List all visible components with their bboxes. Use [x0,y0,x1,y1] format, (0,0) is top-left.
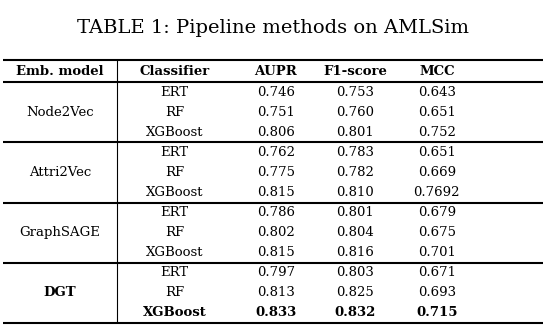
Text: 0.806: 0.806 [257,126,295,139]
Text: 0.802: 0.802 [257,226,295,239]
Text: Emb. model: Emb. model [16,65,104,78]
Text: RF: RF [165,106,185,119]
Text: 0.804: 0.804 [336,226,374,239]
Text: MCC: MCC [419,65,455,78]
Text: ERT: ERT [161,146,189,159]
Text: 0.671: 0.671 [418,266,456,279]
Text: 0.797: 0.797 [257,266,295,279]
Text: 0.669: 0.669 [418,166,456,179]
Text: 0.815: 0.815 [257,246,295,259]
Text: RF: RF [165,226,185,239]
Text: 0.746: 0.746 [257,86,295,99]
Text: Node2Vec: Node2Vec [26,106,94,119]
Text: 0.752: 0.752 [418,126,456,139]
Text: ERT: ERT [161,266,189,279]
Text: 0.651: 0.651 [418,146,456,159]
Text: 0.786: 0.786 [257,206,295,219]
Text: GraphSAGE: GraphSAGE [20,226,100,239]
Text: 0.815: 0.815 [257,186,295,199]
Text: 0.833: 0.833 [255,306,296,319]
Text: 0.801: 0.801 [336,206,374,219]
Text: RF: RF [165,286,185,299]
Text: 0.693: 0.693 [418,286,456,299]
Text: 0.825: 0.825 [336,286,374,299]
Text: 0.675: 0.675 [418,226,456,239]
Text: 0.832: 0.832 [334,306,376,319]
Text: 0.813: 0.813 [257,286,295,299]
Text: 0.760: 0.760 [336,106,374,119]
Text: 0.7692: 0.7692 [413,186,460,199]
Text: 0.643: 0.643 [418,86,456,99]
Text: AUPR: AUPR [254,65,297,78]
Text: XGBoost: XGBoost [146,186,204,199]
Text: XGBoost: XGBoost [146,246,204,259]
Text: F1-score: F1-score [323,65,387,78]
Text: 0.762: 0.762 [257,146,295,159]
Text: Attri2Vec: Attri2Vec [29,166,91,179]
Text: XGBoost: XGBoost [146,126,204,139]
Text: 0.810: 0.810 [336,186,374,199]
Text: 0.783: 0.783 [336,146,374,159]
Text: ERT: ERT [161,86,189,99]
Text: 0.715: 0.715 [416,306,458,319]
Text: 0.751: 0.751 [257,106,295,119]
Text: ERT: ERT [161,206,189,219]
Text: 0.816: 0.816 [336,246,374,259]
Text: TABLE 1: Pipeline methods on AMLSim: TABLE 1: Pipeline methods on AMLSim [77,19,469,37]
Text: 0.782: 0.782 [336,166,374,179]
Text: 0.801: 0.801 [336,126,374,139]
Text: XGBoost: XGBoost [143,306,206,319]
Text: RF: RF [165,166,185,179]
Text: 0.803: 0.803 [336,266,374,279]
Text: 0.651: 0.651 [418,106,456,119]
Text: Classifier: Classifier [140,65,210,78]
Text: DGT: DGT [44,286,76,299]
Text: 0.701: 0.701 [418,246,456,259]
Text: 0.679: 0.679 [418,206,456,219]
Text: 0.775: 0.775 [257,166,295,179]
Text: 0.753: 0.753 [336,86,374,99]
